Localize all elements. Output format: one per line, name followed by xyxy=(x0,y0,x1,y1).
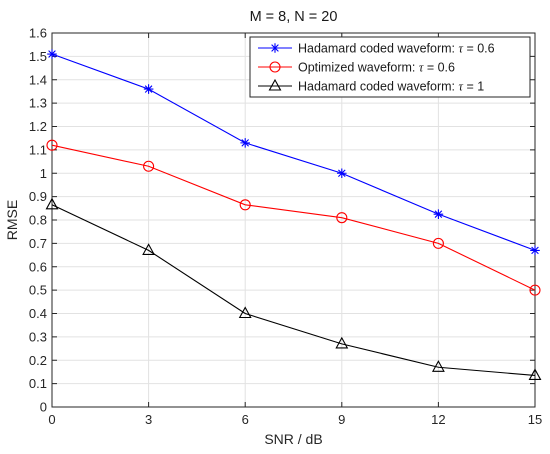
y-tick-label: 0.4 xyxy=(29,306,47,321)
data-point-marker xyxy=(432,237,444,249)
data-point-marker xyxy=(239,199,251,211)
data-point-marker xyxy=(143,160,155,172)
data-point-marker xyxy=(142,243,156,255)
series-0 xyxy=(47,49,540,256)
data-point-marker xyxy=(240,138,250,148)
y-tick-label: 1.4 xyxy=(29,72,47,87)
series-line xyxy=(51,53,536,251)
y-tick-label: 0 xyxy=(40,400,47,415)
legend-label-prefix: Hadamard coded waveform: xyxy=(298,42,459,56)
y-axis-label: RMSE xyxy=(4,200,20,240)
legend-item-0: Hadamard coded waveform: τ = 0.6 xyxy=(258,42,495,56)
x-tick-label: 9 xyxy=(338,412,345,427)
y-tick-label: 1.5 xyxy=(29,49,47,64)
legend-label-prefix: Hadamard coded waveform: xyxy=(298,80,459,94)
data-point-marker xyxy=(337,168,347,179)
legend-label-tau: τ xyxy=(419,61,424,75)
x-tick-label: 3 xyxy=(145,412,152,427)
legend-label-suffix: = 0.6 xyxy=(463,42,495,56)
series-line xyxy=(51,144,536,291)
x-tick-label: 15 xyxy=(528,412,542,427)
y-tick-label: 0.5 xyxy=(29,283,47,298)
legend-label-tau: τ xyxy=(459,42,464,56)
data-point-marker xyxy=(335,336,349,349)
legend-label: Optimized waveform: τ = 0.6 xyxy=(298,61,455,75)
y-tick-label: 1.3 xyxy=(29,96,47,111)
x-tick-label: 6 xyxy=(242,412,249,427)
y-tick-label: 0.7 xyxy=(29,236,47,251)
legend-label-suffix: = 0.6 xyxy=(423,61,455,75)
data-point-marker xyxy=(238,306,252,319)
data-point-marker xyxy=(336,212,348,224)
data-point-marker xyxy=(143,84,154,94)
data-point-marker xyxy=(431,360,445,372)
y-tick-label: 0.6 xyxy=(29,259,47,274)
x-tick-label: 0 xyxy=(48,412,55,427)
legend-item-2: Hadamard coded waveform: τ = 1 xyxy=(258,78,484,94)
y-tick-label: 1.2 xyxy=(29,119,47,134)
legend-label: Hadamard coded waveform: τ = 1 xyxy=(298,80,484,94)
axis-ticks: 0 3 6 9 12 15 0 0.1 0.2 0.3 0.4 0.5 0.6 0.7 0.8 0.9 1 1.1… xyxy=(29,26,542,428)
x-axis-label: SNR / dB xyxy=(264,431,322,447)
legend-label: Hadamard coded waveform: τ = 0.6 xyxy=(298,42,495,56)
data-point-marker xyxy=(529,284,541,296)
legend-box xyxy=(249,36,531,98)
legend-label-suffix: = 1 xyxy=(463,80,484,94)
x-tick-label: 12 xyxy=(431,412,445,427)
legend-marker xyxy=(268,78,282,91)
legend-item-1: Optimized waveform: τ = 0.6 xyxy=(258,61,455,75)
data-series xyxy=(45,49,542,380)
y-tick-label: 0.2 xyxy=(29,353,47,368)
series-1 xyxy=(46,139,541,296)
series-2 xyxy=(45,197,542,380)
y-tick-label: 1 xyxy=(40,166,47,181)
legend-label-tau: τ xyxy=(459,80,464,94)
y-tick-label: 0.9 xyxy=(29,189,47,204)
legend-marker xyxy=(269,61,281,73)
legend: Hadamard coded waveform: τ = 0.6Optimize… xyxy=(249,36,531,98)
legend-label-prefix: Optimized waveform: xyxy=(298,61,419,75)
series-line xyxy=(51,204,536,376)
y-tick-label: 0.3 xyxy=(29,329,47,344)
data-point-marker xyxy=(433,209,444,219)
data-point-marker xyxy=(46,139,58,151)
y-tick-label: 0.1 xyxy=(29,376,47,391)
y-tick-label: 0.8 xyxy=(29,213,47,228)
y-tick-label: 1.6 xyxy=(29,26,47,41)
legend-marker xyxy=(270,43,280,53)
data-point-marker xyxy=(530,245,540,256)
data-point-marker xyxy=(45,197,59,210)
data-point-marker xyxy=(528,368,542,380)
chart-title: M = 8, N = 20 xyxy=(250,9,338,25)
y-tick-label: 1.1 xyxy=(29,142,47,157)
data-point-marker xyxy=(47,49,57,59)
